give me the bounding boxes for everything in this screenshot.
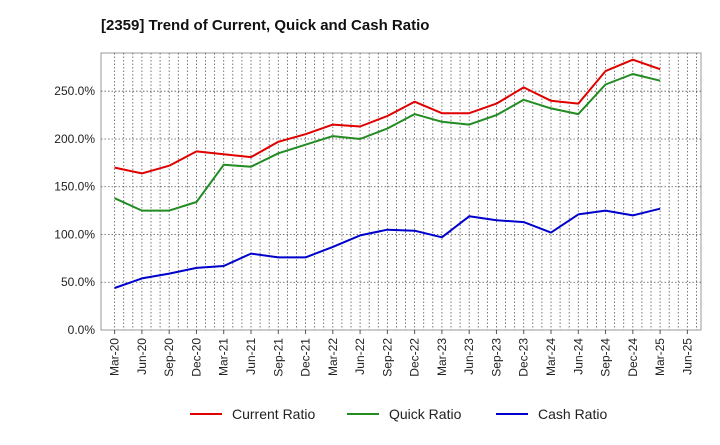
y-tick-label: 0.0% xyxy=(68,323,96,337)
plot-area xyxy=(100,52,702,331)
x-tick-label: Jun-21 xyxy=(244,338,258,375)
x-tick-label: Jun-24 xyxy=(571,338,585,375)
x-tick-label: Mar-21 xyxy=(217,338,231,376)
x-tick-label: Mar-22 xyxy=(326,338,340,376)
x-tick-label: Sep-20 xyxy=(162,338,176,377)
x-tick-label: Jun-20 xyxy=(135,338,149,375)
x-tick-label: Jun-23 xyxy=(462,338,476,375)
x-tick-label: Mar-23 xyxy=(435,338,449,376)
x-tick-label: Sep-21 xyxy=(271,338,285,377)
y-tick-label: 100.0% xyxy=(54,227,95,241)
gridlines xyxy=(101,53,701,330)
legend: Current Ratio Quick Ratio Cash Ratio xyxy=(190,406,607,422)
chart-title: [2359] Trend of Current, Quick and Cash … xyxy=(101,17,429,34)
x-tick-label: Dec-23 xyxy=(517,338,531,377)
x-tick-label: Dec-24 xyxy=(626,338,640,377)
x-tick-label: Dec-21 xyxy=(299,338,313,377)
x-tick-label: Jun-25 xyxy=(680,338,694,375)
quick-ratio-line xyxy=(114,73,661,212)
current-ratio-line xyxy=(114,58,661,175)
y-tick-label: 200.0% xyxy=(54,132,95,146)
x-tick-label: Jun-22 xyxy=(353,338,367,375)
x-tick-label: Sep-24 xyxy=(599,338,613,377)
y-axis-tick-labels: 0.0% 50.0% 100.0% 150.0% 200.0% 250.0% xyxy=(54,84,95,337)
series-lines xyxy=(114,58,661,289)
y-tick-label: 50.0% xyxy=(61,275,95,289)
cash-ratio-line xyxy=(114,207,661,289)
x-tick-label: Sep-23 xyxy=(489,338,503,377)
legend-label-cash-ratio: Cash Ratio xyxy=(538,406,607,422)
legend-label-current-ratio: Current Ratio xyxy=(232,406,315,422)
legend-label-quick-ratio: Quick Ratio xyxy=(389,406,462,422)
x-tick-label: Sep-22 xyxy=(380,338,394,377)
x-tick-label: Mar-20 xyxy=(108,338,122,376)
y-tick-label: 250.0% xyxy=(54,84,95,98)
y-tick-label: 150.0% xyxy=(54,180,95,194)
x-tick-label: Mar-24 xyxy=(544,338,558,376)
x-tick-label: Dec-20 xyxy=(189,338,203,377)
x-tick-label: Dec-22 xyxy=(408,338,422,377)
x-axis-tick-labels: Mar-20 Jun-20 Sep-20 Dec-20 Mar-21 Jun-21 Sep-… xyxy=(108,330,694,377)
x-tick-label: Mar-25 xyxy=(653,338,667,376)
